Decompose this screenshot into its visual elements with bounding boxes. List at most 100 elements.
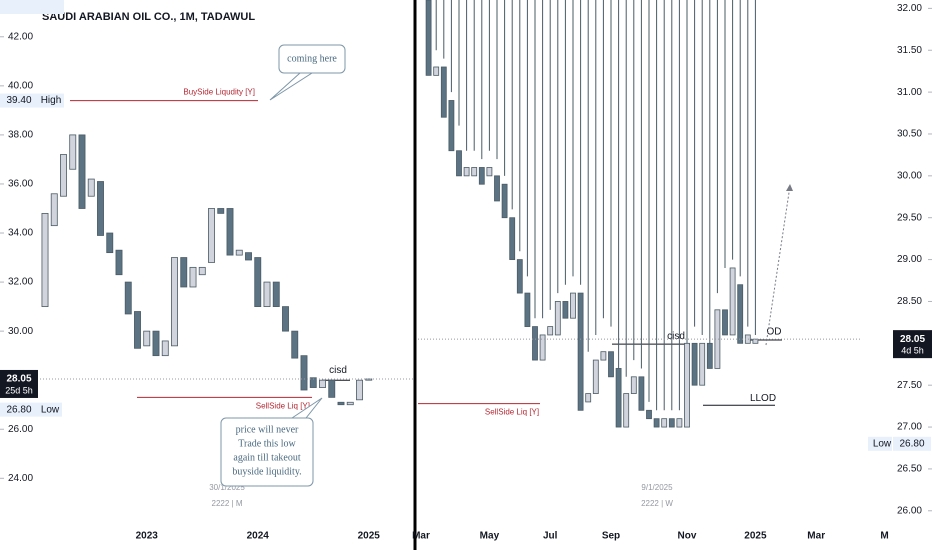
x-tick-label: Mar: [412, 531, 430, 542]
candle-body: [365, 378, 373, 381]
high-tag: [38, 0, 64, 14]
candle-body: [638, 376, 645, 411]
candle-body: [97, 181, 104, 236]
candle-body: [171, 257, 178, 347]
candle-body: [653, 418, 660, 428]
candle-body: [152, 330, 160, 357]
candle-body: [180, 257, 188, 288]
candle-body: [226, 208, 234, 256]
candle-body: [124, 281, 132, 315]
candle-body: [282, 306, 289, 332]
candle-body: [509, 217, 516, 260]
y-tick-label: 27.50: [897, 380, 922, 391]
candle-body: [208, 208, 215, 263]
low-value: 26.80: [6, 404, 31, 415]
candle-body: [623, 393, 630, 428]
candle-body: [189, 266, 197, 288]
date-watermark: 30/1/2025: [209, 483, 245, 492]
countdown: 25d 5h: [5, 385, 33, 395]
last-price: 28.05: [900, 334, 925, 345]
candle-body: [319, 379, 326, 388]
candle-body: [433, 66, 440, 76]
candle-body: [425, 0, 432, 76]
candle-body: [245, 252, 252, 261]
candle-body: [577, 292, 584, 411]
y-tick-label: 31.00: [897, 87, 922, 98]
countdown: 4d 5h: [901, 346, 924, 356]
candle-body: [744, 334, 751, 344]
candle-body: [676, 418, 683, 428]
candle-body: [115, 249, 123, 276]
candle-body: [494, 175, 500, 202]
projection-head: [786, 184, 793, 191]
y-tick-label: 40.00: [8, 80, 33, 91]
high-tag: [38, 93, 64, 108]
candle-body: [554, 301, 561, 336]
callout-text: price will never: [236, 424, 299, 435]
low-pill: [893, 436, 931, 451]
low-text: Low: [873, 438, 892, 449]
candle-body: [143, 330, 151, 347]
callout-text: again till takeout: [233, 452, 300, 463]
low-text: Low: [41, 404, 60, 415]
candle-body: [217, 208, 225, 214]
candle-body: [729, 267, 736, 336]
y-tick-label: 42.00: [8, 31, 33, 42]
callout-cover: [280, 46, 344, 72]
candle-body: [471, 167, 478, 177]
x-tick-label: 2024: [247, 531, 270, 542]
x-tick-label: Jul: [543, 531, 558, 542]
x-tick-label: Nov: [678, 531, 697, 542]
candle-body: [337, 401, 345, 406]
low-value: 26.80: [899, 438, 924, 449]
y-tick-label: 26.50: [897, 464, 922, 475]
low-pill: [0, 402, 38, 417]
candle-body: [328, 379, 336, 398]
y-tick-label: 28.50: [897, 296, 922, 307]
candle-body: [699, 342, 706, 386]
level-label: OD: [767, 327, 782, 338]
candle-body: [440, 66, 447, 118]
y-tick-label: 32.00: [8, 277, 33, 288]
symbol-watermark: 2222 | W: [641, 499, 673, 508]
callout-text: Trade this low: [238, 438, 296, 449]
candle-body: [346, 401, 354, 406]
level-label: LLOD: [750, 393, 776, 404]
candle-body: [309, 377, 317, 388]
candle-body: [752, 338, 759, 344]
candle-body: [486, 167, 493, 177]
candle-body: [661, 418, 668, 428]
x-tick-label: 2023: [136, 531, 159, 542]
candle-body: [478, 167, 485, 185]
candle-body: [630, 376, 637, 394]
candle-body: [69, 134, 77, 170]
y-tick-label: 24.00: [8, 473, 33, 484]
candle-body: [87, 178, 95, 197]
candle-body: [691, 342, 698, 386]
candle-body: [516, 259, 523, 294]
candle-body: [524, 292, 531, 327]
candle-body: [198, 266, 206, 276]
level-label: cisd: [329, 365, 347, 376]
last-price-pill: [893, 330, 932, 359]
last-price: 28.05: [6, 374, 31, 385]
y-tick-label: 26.00: [8, 424, 33, 435]
candle-body: [684, 342, 690, 428]
level-label: cisd: [667, 331, 685, 342]
level-label: SellSide Liq [Y]: [256, 401, 310, 410]
y-tick-label: 30.50: [897, 129, 922, 140]
high-pill: [0, 93, 38, 108]
y-tick-label: 32.00: [897, 3, 922, 14]
x-tick-label: 2025: [358, 531, 381, 542]
candle-body: [106, 232, 114, 254]
candle-body: [539, 334, 546, 361]
candle-body: [448, 100, 455, 152]
candle-body: [263, 281, 271, 308]
y-tick-label: 38.00: [8, 130, 33, 141]
candle-body: [501, 183, 508, 219]
candle-body: [235, 249, 243, 256]
candle-body: [547, 326, 554, 336]
candle-body: [463, 167, 470, 177]
last-price-pill: [0, 369, 38, 398]
